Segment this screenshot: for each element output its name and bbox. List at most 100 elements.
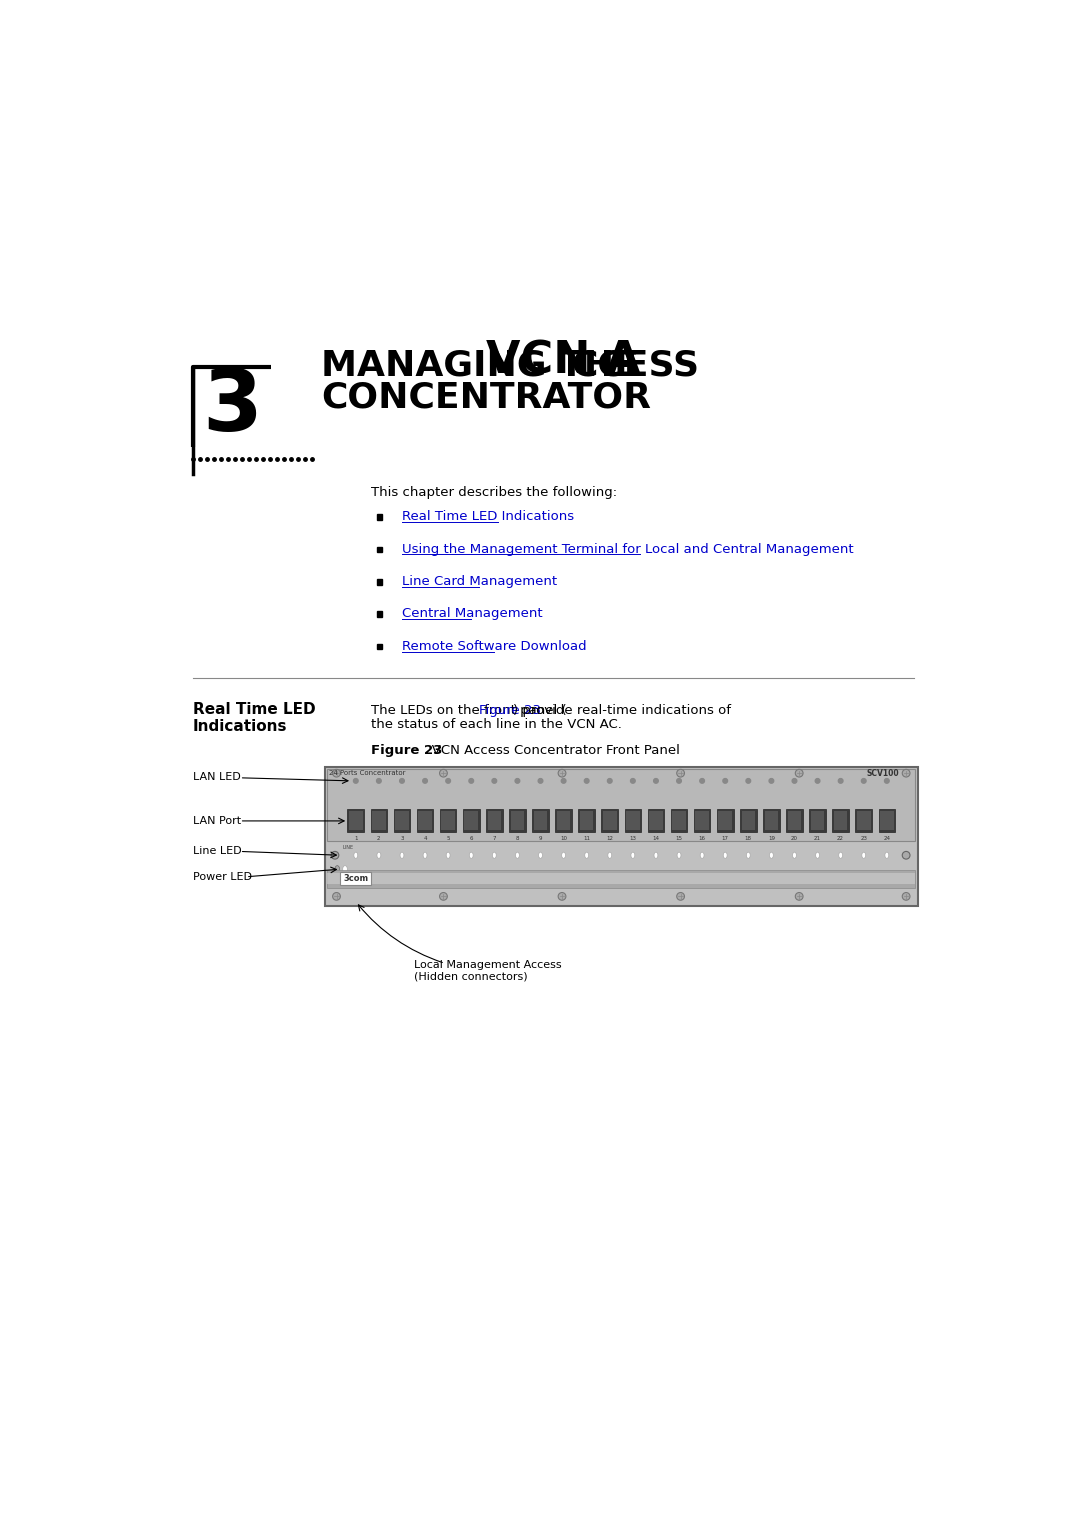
Circle shape [815,779,820,784]
Bar [672,811,686,830]
Ellipse shape [608,853,611,859]
Bar [511,811,524,830]
Bar [377,579,382,585]
Bar [602,810,618,833]
Circle shape [746,779,751,784]
Bar [373,811,386,830]
Text: 9: 9 [539,836,542,842]
Ellipse shape [584,853,589,859]
Text: 3com: 3com [343,874,368,883]
Bar [555,810,572,833]
Bar [325,767,918,906]
Text: ) provide real-time indications of: ) provide real-time indications of [513,704,731,717]
Text: 2: 2 [377,836,380,842]
Circle shape [353,779,359,784]
Bar [464,811,478,830]
Circle shape [538,779,543,784]
Circle shape [700,779,704,784]
Bar [349,811,363,830]
Circle shape [902,851,910,859]
Text: Real Time LED: Real Time LED [193,701,315,717]
Bar [809,810,826,833]
Text: LINE: LINE [342,845,354,850]
Text: 16: 16 [699,836,705,842]
Text: 7: 7 [492,836,496,842]
Text: MANAGING THE: MANAGING THE [321,348,651,382]
Ellipse shape [354,853,357,859]
Ellipse shape [769,853,773,859]
Text: Figure 23: Figure 23 [480,704,541,717]
Bar [740,810,757,833]
Circle shape [607,779,612,784]
Ellipse shape [746,853,751,859]
Bar [624,810,642,833]
Bar [557,811,570,830]
Circle shape [792,779,797,784]
Circle shape [677,769,685,778]
Text: VCN A: VCN A [486,339,640,382]
Circle shape [653,779,659,784]
Text: 24 Ports Concentrator: 24 Ports Concentrator [329,770,406,776]
Text: 20: 20 [791,836,798,842]
Circle shape [377,779,381,784]
Circle shape [400,779,404,784]
Circle shape [440,769,447,778]
Bar [671,810,687,833]
Bar [693,810,711,833]
Text: 19: 19 [768,836,774,842]
Ellipse shape [515,853,519,859]
Bar [787,811,801,830]
Bar [348,810,364,833]
Ellipse shape [815,853,820,859]
Bar [858,811,870,830]
Ellipse shape [562,853,566,859]
Text: LAN LED: LAN LED [193,772,241,782]
Bar [811,811,824,830]
Bar [377,611,382,617]
Text: 12: 12 [606,836,613,842]
Bar [878,810,895,833]
Circle shape [795,769,804,778]
Circle shape [558,892,566,900]
Ellipse shape [539,853,542,859]
Text: 23: 23 [861,836,867,842]
Circle shape [332,851,339,859]
Bar [509,810,526,833]
Circle shape [631,779,635,784]
Text: The LEDs on the front panel (: The LEDs on the front panel ( [372,704,567,717]
Bar [486,810,502,833]
Circle shape [492,779,497,784]
Bar [377,547,382,552]
Bar [395,811,408,830]
Bar [626,811,639,830]
Bar [648,810,664,833]
Text: 10: 10 [561,836,567,842]
Bar [880,811,893,830]
Bar [440,810,457,833]
Text: SCV100: SCV100 [866,769,900,778]
Text: VCN Access Concentrator Front Panel: VCN Access Concentrator Front Panel [419,744,680,756]
Circle shape [333,769,340,778]
Bar [377,515,382,520]
Text: Remote Software Download: Remote Software Download [403,640,588,652]
Ellipse shape [839,853,842,859]
Bar [833,810,849,833]
Ellipse shape [793,853,796,859]
Circle shape [885,779,889,784]
Circle shape [795,892,804,900]
Ellipse shape [885,853,889,859]
Bar [696,811,708,830]
Circle shape [723,779,728,784]
Bar [327,769,916,842]
Circle shape [862,779,866,784]
Text: 3: 3 [202,365,261,449]
Text: CONCENTRATOR: CONCENTRATOR [321,380,651,414]
Text: the status of each line in the VCN AC.: the status of each line in the VCN AC. [372,718,622,730]
Text: 14: 14 [652,836,660,842]
Text: 11: 11 [583,836,590,842]
Bar [834,811,848,830]
Text: Power LED: Power LED [193,872,252,882]
Circle shape [584,779,589,784]
Circle shape [469,779,473,784]
Ellipse shape [631,853,635,859]
